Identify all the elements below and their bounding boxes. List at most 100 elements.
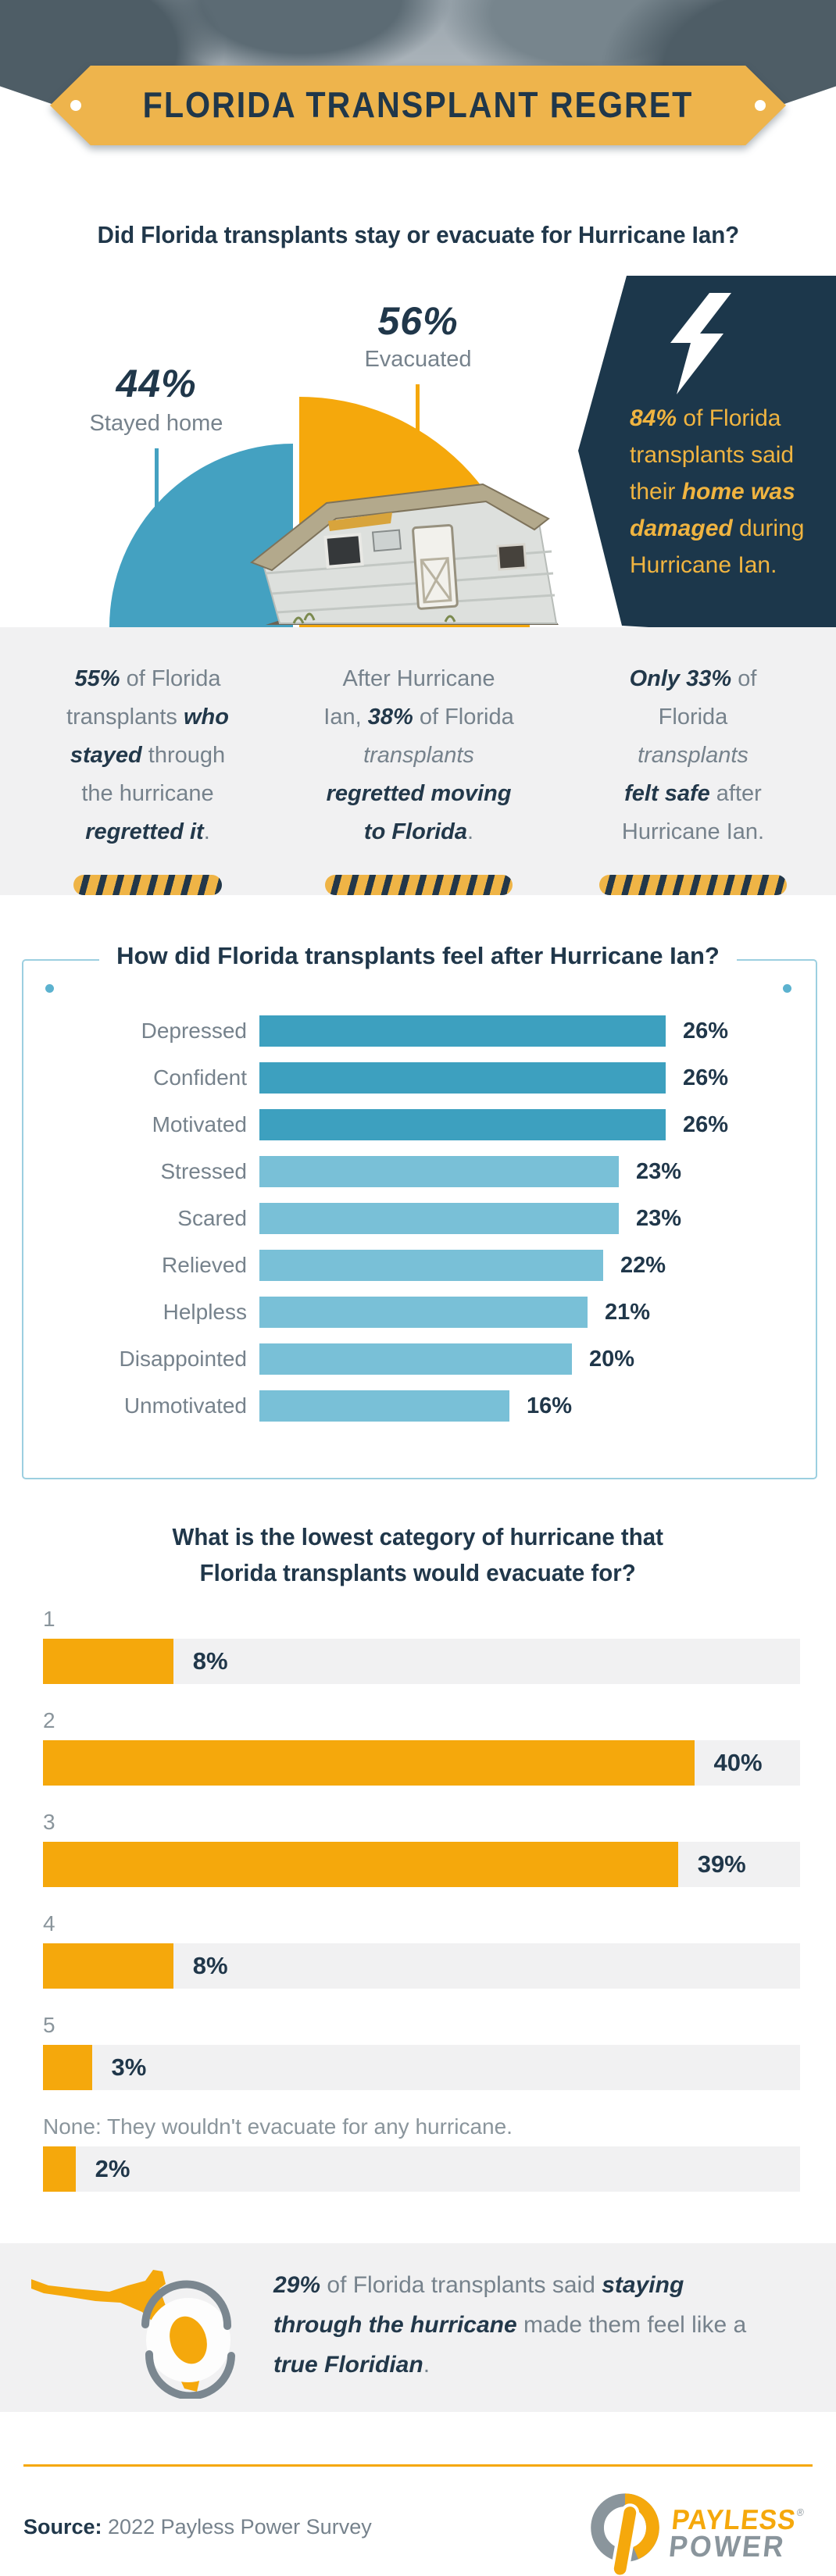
feelings-bar-row: Disappointed 20%	[0, 1343, 836, 1375]
damage-callout-text: 84% of Florida transplants said their home…	[630, 400, 827, 583]
text-line: regretted it.	[85, 819, 210, 844]
fact-stayed-regret: 55% of Florida transplants who stayed thro…	[22, 660, 273, 851]
category-bar-row: 3 39%	[43, 1809, 800, 1887]
category-label: 2	[43, 1708, 55, 1732]
grass-tufts	[292, 612, 456, 624]
logo-wordmark: PAYLESS ® POWER	[667, 2503, 805, 2564]
category-value-label: 8%	[192, 1952, 228, 1979]
feelings-chart-title: How did Florida transplants feel after H…	[99, 942, 737, 970]
text-line: transplants said	[630, 442, 795, 468]
facts-band	[0, 627, 836, 895]
source-note: Source: 2022 Payless Power Survey	[23, 2515, 372, 2539]
ac-unit	[371, 529, 402, 552]
house-roof	[250, 483, 550, 572]
florida-hurricane-icon	[31, 2270, 235, 2399]
feelings-value-label: 22%	[620, 1252, 666, 1278]
category-bar-fill	[43, 2045, 92, 2090]
feelings-bar-row: Unmotivated 16%	[0, 1390, 836, 1422]
front-door	[412, 524, 459, 610]
feelings-bar	[259, 1343, 572, 1375]
source-text: 2022 Payless Power Survey	[102, 2515, 372, 2539]
payless-power-mark-icon	[591, 2493, 659, 2576]
category-value-label: 40%	[713, 1749, 763, 1776]
category-value-label: 8%	[192, 1647, 228, 1675]
category-bar-fill	[43, 1842, 678, 1887]
footer-divider	[23, 2464, 813, 2467]
text-line: damaged during	[630, 516, 805, 541]
feelings-value-label: 23%	[636, 1205, 682, 1231]
callout-panel-shape	[578, 276, 836, 638]
text-line: Florida	[658, 705, 728, 730]
feelings-value-label: 26%	[683, 1065, 729, 1090]
category-bar-row: 4 8%	[43, 1911, 800, 1989]
floridian-callout-text: 29% of Florida transplants said staying t…	[273, 2265, 820, 2385]
corner-dot-left	[45, 984, 54, 993]
floridian-band	[0, 2243, 836, 2412]
hazard-stripe-divider	[599, 875, 787, 895]
feelings-category-label: Helpless	[163, 1300, 247, 1324]
feelings-bar-row: Motivated 26%	[0, 1109, 836, 1140]
text-line: stayed through	[70, 743, 226, 768]
feelings-bar	[259, 1250, 603, 1281]
category-bar-row: None: They wouldn't evacuate for any hur…	[43, 2114, 800, 2192]
text-line: true Floridian.	[273, 2352, 431, 2378]
category-bar-fill	[43, 1639, 173, 1684]
category-bar-row: 5 3%	[43, 2012, 800, 2090]
feelings-category-label: Disappointed	[119, 1347, 247, 1371]
banner-rivet-left	[70, 100, 81, 111]
feelings-bar-row: Scared 23%	[0, 1203, 836, 1234]
category-bar-row: 1 8%	[43, 1606, 800, 1684]
feelings-bar-row: Depressed 26%	[0, 1015, 836, 1047]
category-bar-fill	[43, 2146, 76, 2192]
text-line: through the hurricane made them feel lik…	[273, 2312, 747, 2338]
category-value-label: 39%	[697, 1850, 746, 1878]
hazard-stripe-divider	[325, 875, 513, 895]
category-question-line1: What is the lowest category of hurricane…	[172, 1523, 664, 1550]
feelings-category-label: Depressed	[141, 1019, 247, 1043]
text-line: to Florida.	[363, 819, 474, 844]
category-label: 3	[43, 1810, 55, 1834]
text-line: 29% of Florida transplants said staying	[273, 2272, 684, 2298]
stayed-label: Stayed home	[89, 411, 223, 436]
fact-felt-safe: Only 33% of Florida transplants felt safe a…	[567, 660, 819, 851]
text-line: After Hurricane	[342, 666, 495, 691]
logo-payless-text: PAYLESS	[670, 2503, 798, 2535]
text-line: transplants	[363, 743, 474, 768]
category-bar-fill	[43, 1740, 695, 1786]
text-line: 84% of Florida	[630, 405, 781, 431]
category-label: 1	[43, 1607, 55, 1631]
feelings-chart-title-wrap: How did Florida transplants feel after H…	[0, 942, 836, 970]
text-line: the hurricane	[81, 781, 214, 806]
feelings-bar	[259, 1156, 619, 1187]
corner-dot-right	[783, 984, 791, 993]
fact-regret-moving: After Hurricane Ian, 38% of Florida transp…	[293, 660, 545, 851]
feelings-category-label: Stressed	[160, 1159, 248, 1183]
category-bar-track: 40%	[43, 1740, 800, 1786]
feelings-bar-row: Confident 26%	[0, 1062, 836, 1094]
logo-p-stem	[610, 2503, 640, 2576]
window-left	[323, 532, 364, 569]
pie-slice-stayed	[109, 444, 293, 627]
category-bar-track: 2%	[43, 2146, 800, 2192]
evacuated-value: 56%	[377, 299, 459, 343]
feelings-value-label: 23%	[636, 1158, 682, 1184]
text-line: transplants who	[66, 705, 229, 730]
text-line: their home was	[630, 479, 795, 505]
roof-damage	[328, 512, 392, 531]
text-line: felt safe after	[624, 781, 762, 806]
feelings-value-label: 16%	[527, 1393, 573, 1418]
feelings-bar-row: Relieved 22%	[0, 1250, 836, 1281]
source-label: Source:	[23, 2515, 102, 2539]
feelings-bar-row: Stressed 23%	[0, 1156, 836, 1187]
category-bar-row: 2 40%	[43, 1707, 800, 1786]
text-line: regretted moving	[326, 781, 512, 806]
category-bar-track: 39%	[43, 1842, 800, 1887]
category-bar-track: 8%	[43, 1639, 800, 1684]
feelings-bar	[259, 1015, 666, 1047]
feelings-category-label: Motivated	[152, 1112, 247, 1136]
category-question-line2: Florida transplants would evacuate for?	[199, 1559, 637, 1586]
registered-mark: ®	[796, 2506, 805, 2518]
damaged-house-photo	[250, 483, 559, 625]
category-bar-track: 8%	[43, 1943, 800, 1989]
